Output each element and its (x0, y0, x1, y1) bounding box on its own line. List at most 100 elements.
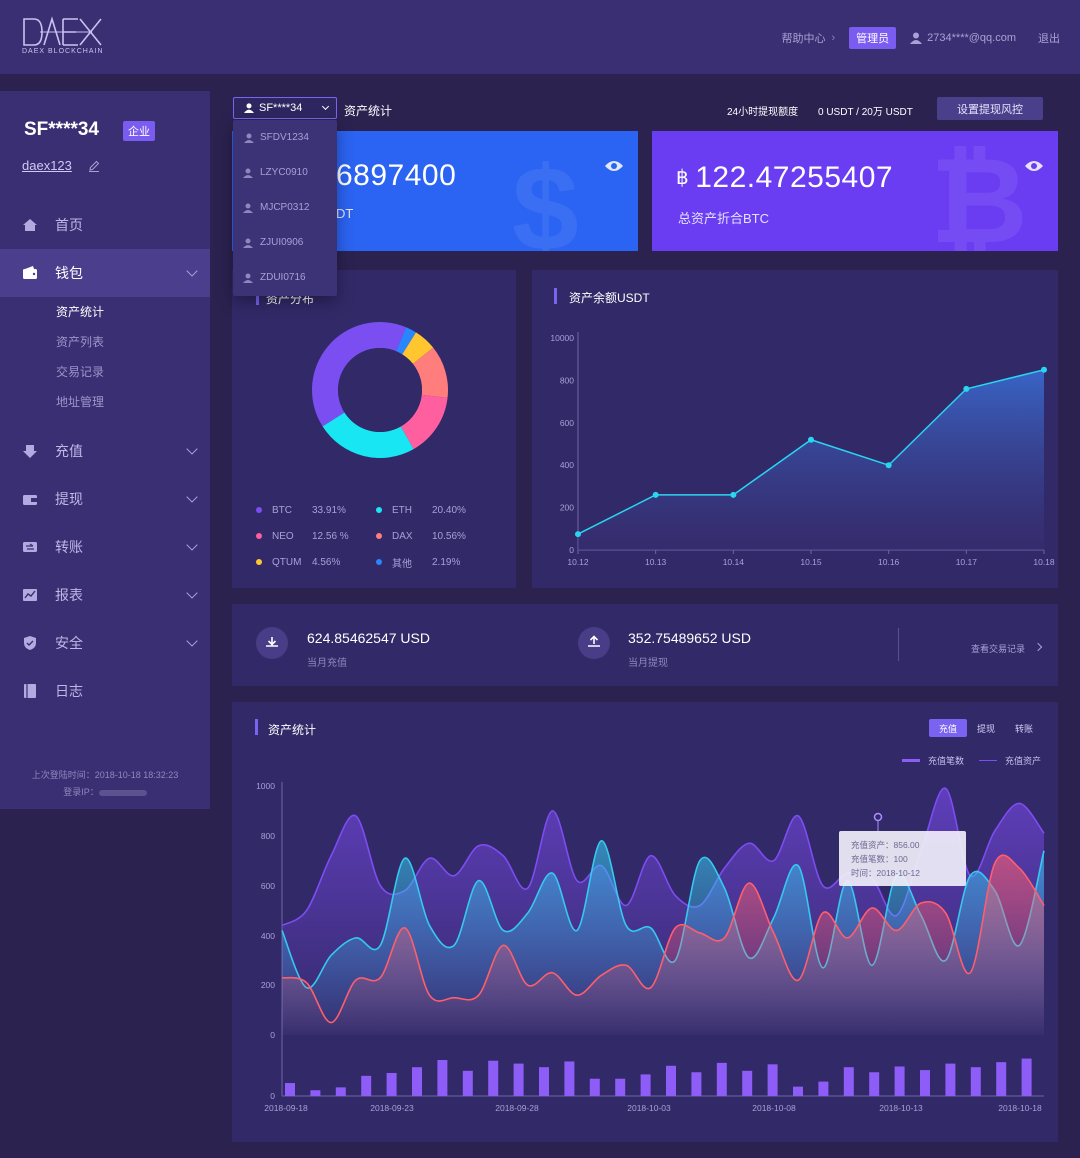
donut-slice-dax (412, 347, 448, 398)
balance-point (652, 491, 659, 498)
count-bar (742, 1070, 753, 1096)
legend-pct: 33.91% (312, 504, 346, 516)
title-accent (255, 719, 258, 735)
y-tick-label: 10000 (550, 333, 574, 343)
tab-withdraw[interactable]: 提现 (977, 723, 996, 734)
distribution-legend: BTC 33.91% ETH 20.40% NEO 12.56 % DAX 10.56%… (256, 497, 496, 575)
balance-point (963, 385, 970, 392)
y-tick-label: 0 (270, 1091, 275, 1101)
legend-name: ETH (392, 504, 412, 516)
logo-subtitle: DAEX BLOCKCHAIN (22, 48, 104, 55)
count-bar (615, 1078, 626, 1096)
chevron-right-icon: › (831, 32, 836, 44)
x-tick-label: 2018-10-08 (752, 1103, 796, 1113)
x-tick-label: 2018-10-18 (998, 1103, 1042, 1113)
title-accent (256, 289, 259, 305)
donut-slice-neo (400, 394, 448, 450)
series-area-red (282, 855, 1044, 1035)
x-tick-label: 10.13 (645, 557, 667, 567)
chevron-down-icon (186, 265, 198, 277)
sidebar-item-label: 充值 (55, 443, 83, 459)
btc-total-value: ฿ 122.47255407 (676, 161, 893, 195)
dropdown-account-item[interactable]: ZDUI0716 (233, 260, 337, 295)
submenu-addresses[interactable]: 地址管理 (56, 395, 105, 409)
legend-label: 充值笔数 (928, 756, 965, 766)
x-tick-label: 2018-10-03 (627, 1103, 671, 1113)
tab-transfer[interactable]: 转账 (1015, 723, 1034, 734)
withdraw-tray-icon (578, 627, 610, 659)
eye-icon[interactable] (604, 159, 624, 173)
submenu-asset-list[interactable]: 资产列表 (56, 335, 105, 349)
eye-icon[interactable] (1024, 159, 1044, 173)
help-center-link[interactable]: 帮助中心 (781, 33, 826, 45)
logout-link[interactable]: 退出 (1038, 33, 1060, 45)
y-tick-label: 400 (261, 931, 275, 941)
view-transactions-link[interactable]: 查看交易记录 (971, 644, 1026, 654)
count-bar (666, 1065, 676, 1096)
x-tick-label: 10.16 (878, 557, 900, 567)
btc-balance-card: ₿ ฿ 122.47255407 总资产折合BTC (652, 131, 1058, 251)
balance-point (730, 491, 737, 498)
sidebar-item-label: 钱包 (55, 265, 83, 281)
log-icon (22, 683, 38, 699)
user-icon (244, 103, 254, 113)
submenu-asset-stats[interactable]: 资产统计 (56, 305, 105, 319)
chevron-down-icon (186, 587, 198, 599)
daex-logo[interactable]: DAEX BLOCKCHAIN (22, 16, 104, 58)
withdraw-limit-label: 24小时提现额度 (727, 107, 799, 118)
sidebar-item-deposit[interactable]: 充值 (0, 427, 210, 475)
set-risk-control-button[interactable]: 设置提现风控 (937, 97, 1043, 120)
dropdown-account-item[interactable]: SFDV1234 (233, 120, 337, 155)
y-tick-label: 200 (560, 503, 574, 513)
sidebar-item-withdraw[interactable]: 提现 (0, 475, 210, 523)
edit-icon[interactable] (88, 159, 100, 172)
sidebar-item-wallet[interactable]: 钱包 (0, 249, 210, 297)
count-bar (462, 1070, 473, 1096)
account-name[interactable]: daex123 (22, 158, 72, 173)
user-email[interactable]: 2734****@qq.com (927, 32, 1016, 44)
legend-name: QTUM (272, 556, 302, 568)
legend-label: 充值资产 (1005, 756, 1042, 766)
tab-deposit[interactable]: 充值 (929, 719, 968, 737)
account-name: MJCP0312 (260, 202, 310, 213)
count-bar (539, 1067, 549, 1096)
dropdown-account-item[interactable]: ZJUI0906 (233, 225, 337, 260)
balance-point (1041, 366, 1047, 373)
sidebar-item-report[interactable]: 报表 (0, 571, 210, 619)
btc-symbol: ฿ (676, 167, 690, 189)
dropdown-account-item[interactable]: MJCP0312 (233, 190, 337, 225)
user-group-icon (243, 273, 253, 283)
sidebar-item-label: 日志 (55, 683, 83, 699)
top-header: DAEX BLOCKCHAIN 帮助中心 › 管理员 2734****@qq.c… (0, 0, 1080, 74)
y-tick-label: 1000 (256, 781, 275, 791)
y-tick-label: 400 (560, 460, 574, 470)
user-group-icon (243, 203, 253, 213)
count-bar (843, 1067, 854, 1096)
asset-stats-chart: 1000 800 600 400 200 0 0 2018-09-18 2018-09-23 20… (256, 781, 1045, 1113)
sidebar-item-security[interactable]: 安全 (0, 619, 210, 667)
count-bar (793, 1086, 803, 1096)
dropdown-account-item[interactable]: LZYC0910 (233, 155, 337, 190)
account-name: ZDUI0716 (260, 272, 306, 283)
y-tick-label: 800 (560, 375, 574, 385)
transfer-icon (22, 539, 38, 555)
user-icon (910, 32, 923, 44)
count-bar (691, 1072, 702, 1096)
account-select[interactable]: SF****34 (233, 97, 337, 119)
sidebar-item-log[interactable]: 日志 (0, 667, 210, 715)
sidebar-item-transfer[interactable]: 转账 (0, 523, 210, 571)
count-bar (564, 1061, 575, 1096)
legend-item-eth: ETH 20.40% (376, 505, 496, 516)
count-bar (310, 1090, 321, 1096)
count-bar (589, 1078, 600, 1096)
balance-area (578, 369, 1044, 550)
submenu-transactions[interactable]: 交易记录 (56, 365, 105, 379)
sidebar-username: SF****34 (24, 119, 99, 140)
sidebar-item-home[interactable]: 首页 (0, 201, 210, 249)
chart-tooltip: 充值资产：856.00 充值笔数：100 时间：2018-10-12 (839, 831, 966, 886)
login-ip-label: 登录IP： (63, 787, 99, 797)
deposit-icon (22, 443, 38, 459)
account-name: SFDV1234 (260, 132, 309, 143)
tooltip-count: 充值笔数：100 (851, 854, 908, 864)
legend-item-other: 其他 2.19% (376, 555, 496, 570)
